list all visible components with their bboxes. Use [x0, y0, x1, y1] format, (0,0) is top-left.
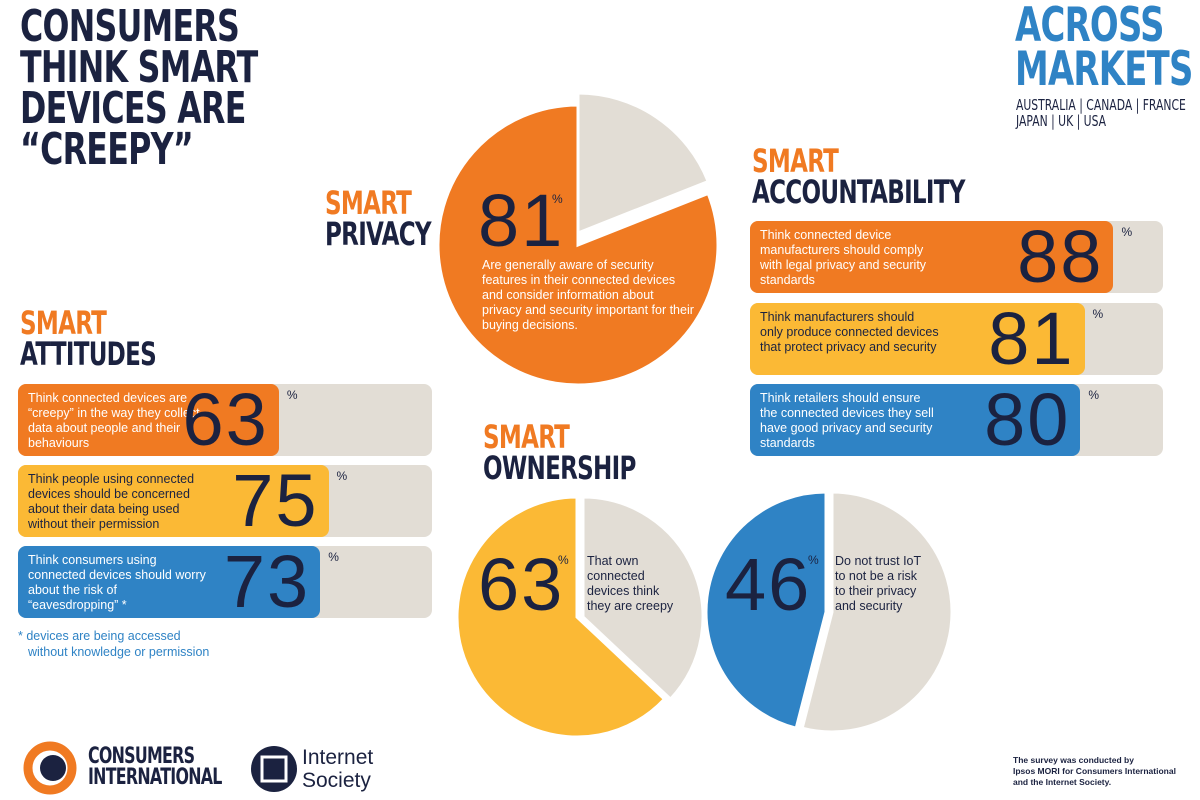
- percent-sign: %: [336, 469, 348, 483]
- bar: [750, 303, 1085, 375]
- bar-text: Think consumers using connected devices …: [28, 553, 206, 612]
- isoc-logo-text: Internet Society: [302, 746, 373, 792]
- bar-text: Think connected device manufacturers sho…: [760, 228, 927, 287]
- bar-text: Think people using connected devices sho…: [28, 472, 195, 531]
- ownership-value: 63: [478, 543, 565, 626]
- attitudes-heading: SMART ATTITUDES: [20, 304, 157, 373]
- markets-line: MARKETS: [1015, 42, 1193, 97]
- pie-slice: [704, 490, 828, 731]
- pie-slice: [455, 495, 667, 739]
- accountability-heading: SMART ACCOUNTABILITY: [752, 142, 965, 211]
- pie-rest: [581, 495, 705, 702]
- countries-line: JAPAN | UK | USA: [1016, 112, 1107, 130]
- heading-line: SMART: [483, 418, 570, 456]
- bar-value: 81: [988, 297, 1075, 380]
- bar: [18, 465, 329, 537]
- bar-value: 88: [1017, 215, 1104, 298]
- bar: [18, 546, 321, 618]
- privacy-text: Are generally aware of security features…: [482, 258, 694, 332]
- consumers-logo: [23, 741, 77, 795]
- percent-sign: %: [552, 192, 563, 206]
- footer: The survey was conducted by Ipsos MORI f…: [1013, 755, 1176, 788]
- heading-line: ACCOUNTABILITY: [752, 173, 965, 211]
- privacy-heading: SMART PRIVACY: [325, 184, 432, 253]
- heading-line: PRIVACY: [325, 215, 432, 253]
- footnote-line: without knowledge or permission: [28, 645, 210, 659]
- ownership-text: That own connected devices think they ar…: [587, 554, 674, 613]
- pie-slice: [436, 103, 720, 387]
- percent-sign: %: [328, 550, 339, 564]
- bar-text: Think manufacturers should only produce …: [760, 310, 939, 354]
- percent-sign: %: [558, 553, 569, 567]
- bar-text: Think retailers should ensure the connec…: [760, 391, 934, 450]
- title-line: THINK SMART: [20, 42, 258, 93]
- pie-rest: [800, 490, 954, 734]
- logo-line: Society: [302, 769, 371, 792]
- percent-sign: %: [1092, 307, 1104, 321]
- footnote-line: * devices are being accessed: [18, 629, 181, 643]
- main-title: CONSUMERS THINK SMART DEVICES ARE “CREEP…: [20, 1, 258, 175]
- percent-sign: %: [1121, 225, 1133, 239]
- ownership-text: Do not trust IoT to not be a risk to the…: [835, 554, 921, 613]
- heading-line: SMART: [325, 184, 412, 222]
- bar: [750, 384, 1081, 456]
- bar: [18, 384, 279, 456]
- ownership-heading: SMART OWNERSHIP: [483, 418, 636, 487]
- countries: AUSTRALIA | CANADA | FRANCE JAPAN | UK |…: [1016, 97, 1186, 129]
- heading-line: ATTITUDES: [20, 335, 157, 373]
- countries-line: AUSTRALIA | CANADA | FRANCE: [1016, 96, 1186, 114]
- percent-sign: %: [286, 388, 298, 402]
- logo-line: INTERNATIONAL: [88, 765, 222, 790]
- bar-value: 63: [182, 378, 269, 461]
- footer-line: and the Internet Society.: [1013, 777, 1112, 787]
- heading-line: OWNERSHIP: [483, 449, 636, 487]
- isoc-logo: [251, 746, 297, 792]
- footer-line: The survey was conducted by: [1013, 755, 1134, 765]
- footer-line: Ipsos MORI for Consumers International: [1013, 766, 1176, 776]
- markets-title: ACROSS MARKETS: [1015, 0, 1193, 97]
- logo-line: Internet: [302, 746, 374, 769]
- title-line: CONSUMERS: [20, 1, 240, 52]
- title-line: DEVICES ARE: [20, 83, 246, 134]
- isoc-logo-mark: [260, 755, 288, 783]
- ownership-value: 46: [725, 543, 812, 626]
- consumers-logo-inner: [40, 755, 66, 781]
- bar: [750, 221, 1114, 293]
- percent-sign: %: [808, 553, 819, 567]
- markets-line: ACROSS: [1015, 0, 1164, 53]
- footnote: * devices are being accessed without kno…: [18, 628, 209, 660]
- logo-line: CONSUMERS: [88, 744, 195, 769]
- title-line: “CREEPY”: [20, 124, 194, 175]
- heading-line: SMART: [20, 304, 107, 342]
- pie-rest: [576, 91, 711, 236]
- heading-line: SMART: [752, 142, 839, 180]
- bar-value: 75: [232, 459, 319, 542]
- consumers-logo-text: CONSUMERS INTERNATIONAL: [88, 744, 222, 790]
- bar-value: 73: [223, 540, 311, 623]
- percent-sign: %: [1088, 388, 1100, 402]
- bar-value: 80: [984, 378, 1071, 461]
- bar-text: Think connected devices are “creepy” in …: [28, 391, 200, 450]
- privacy-value: 81: [478, 179, 565, 262]
